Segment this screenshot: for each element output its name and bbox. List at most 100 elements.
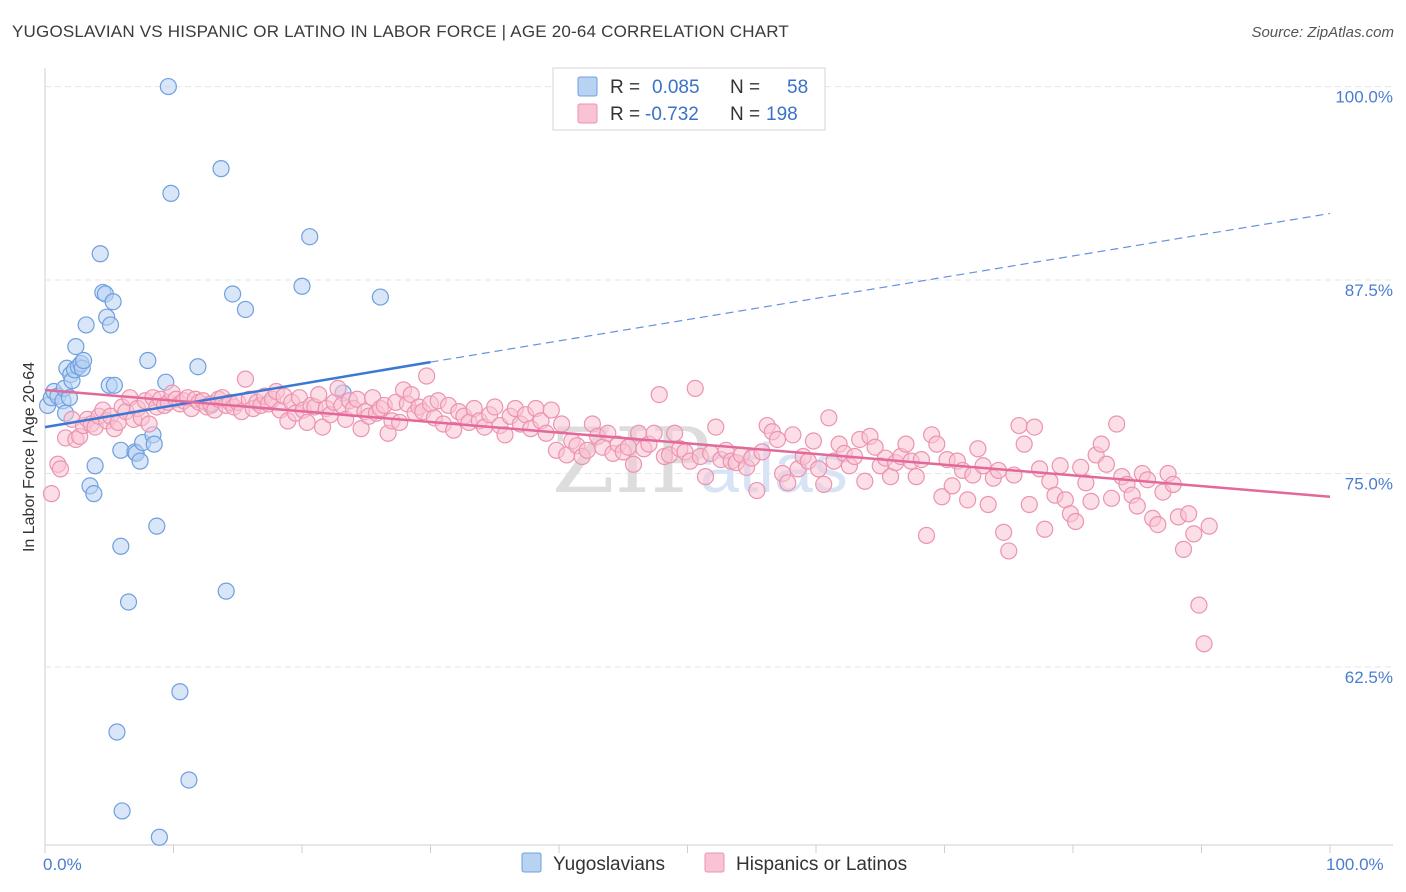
hispanics-point-79 xyxy=(352,420,370,438)
hispanics-point-248 xyxy=(1195,635,1213,653)
yugoslavians-point-27 xyxy=(104,293,122,311)
yugoslavians-point-16 xyxy=(74,351,93,370)
x-tick-label-max: 100.0% xyxy=(1326,855,1384,874)
yugoslavians-point-48 xyxy=(189,358,207,376)
legend-box xyxy=(552,67,826,131)
trend-line-yugoslavians xyxy=(44,360,431,429)
legend-r-label-hisp: R = xyxy=(610,104,640,125)
hispanics-point-215 xyxy=(1025,418,1044,436)
hispanics-point-197 xyxy=(933,488,951,506)
series-legend-label-hispanics: Hispanics or Latinos xyxy=(736,854,907,875)
hispanics-point-173 xyxy=(809,460,828,478)
yugoslavians-point-17 xyxy=(77,316,95,334)
hispanics-point-249 xyxy=(1200,517,1218,535)
x-tick-label-min: 0.0% xyxy=(43,855,82,874)
hispanics-point-214 xyxy=(1020,495,1038,514)
hispanics-point-165 xyxy=(768,430,787,449)
hispanics-point-49 xyxy=(236,370,255,388)
hispanics-point-162 xyxy=(753,443,771,461)
legend-swatch-hispanics xyxy=(577,103,598,124)
yugoslavians-point-28 xyxy=(105,376,123,394)
yugoslavians-point-33 xyxy=(119,593,138,611)
hispanics-point-123 xyxy=(552,415,571,433)
yugoslavians-point-46 xyxy=(171,683,189,701)
legend-r-value-yugo: 0.085 xyxy=(652,77,700,98)
hispanics-point-235 xyxy=(1128,497,1146,515)
hispanics-point-149 xyxy=(686,379,704,397)
legend-n-label-hisp: N = xyxy=(730,104,760,125)
hispanics-point-128 xyxy=(578,441,596,459)
hispanics-point-172 xyxy=(804,432,823,450)
yugoslavians-point-30 xyxy=(112,537,130,555)
hispanics-point-209 xyxy=(995,523,1013,541)
yugoslavians-point-55 xyxy=(301,228,319,246)
hispanics-point-213 xyxy=(1015,435,1033,453)
yugoslavians-point-26 xyxy=(101,316,120,334)
hispanics-point-224 xyxy=(1072,458,1090,476)
hispanics-point-196 xyxy=(928,435,946,453)
chart-source: Source: ZipAtlas.com xyxy=(1251,24,1394,41)
legend-swatch-yugoslavians xyxy=(577,76,598,97)
legend-n-label-yugo: N = xyxy=(730,77,760,98)
hispanics-point-69 xyxy=(313,418,332,436)
yugoslavians-point-8 xyxy=(60,389,79,407)
hispanics-point-220 xyxy=(1051,457,1069,475)
hispanics-point-92 xyxy=(402,385,420,404)
hispanics-point-230 xyxy=(1102,489,1121,507)
yugoslavians-point-20 xyxy=(86,457,104,475)
hispanics-point-168 xyxy=(784,426,802,444)
series-legend-swatch-hispanics xyxy=(704,852,725,873)
trend-line-hispanics xyxy=(44,388,1331,498)
hispanics-point-217 xyxy=(1036,520,1054,538)
yugoslavians-point-51 xyxy=(217,582,235,600)
hispanics-point-205 xyxy=(974,457,992,475)
y-tick-label-1: 87.5% xyxy=(1345,281,1393,300)
yugoslavians-point-44 xyxy=(159,77,177,96)
correlation-legend: R = 0.085 N = 58 R = -0.732 N = 198 xyxy=(552,67,826,131)
yugoslavians-point-53 xyxy=(236,300,255,319)
series-legend: Yugoslavians Hispanics or Latinos xyxy=(521,852,907,875)
hispanics-point-193 xyxy=(912,450,930,469)
hispanics-point-202 xyxy=(959,491,977,509)
hispanics-point-174 xyxy=(815,475,833,493)
hispanics-point-247 xyxy=(1190,596,1208,614)
hispanics-point-182 xyxy=(856,472,874,490)
hispanics-point-184 xyxy=(866,438,884,456)
hispanics-point-245 xyxy=(1180,505,1198,523)
hispanics-point-204 xyxy=(969,440,987,458)
yugoslavians-point-40 xyxy=(145,435,163,453)
hispanics-point-112 xyxy=(496,426,514,444)
hispanics-point-121 xyxy=(542,401,560,419)
y-tick-label-0: 100.0% xyxy=(1335,88,1393,107)
hispanics-point-192 xyxy=(907,468,925,486)
hispanics-point-190 xyxy=(897,435,915,453)
hispanics-point-65 xyxy=(298,413,316,432)
hispanics-point-244 xyxy=(1174,540,1193,558)
yugoslavians-point-42 xyxy=(150,828,168,846)
hispanics-point-228 xyxy=(1092,435,1110,453)
hispanics-point-194 xyxy=(917,526,936,545)
yugoslavians-point-21 xyxy=(91,245,109,263)
yugoslavians-point-41 xyxy=(148,517,166,535)
chart-title: YUGOSLAVIAN VS HISPANIC OR LATINO IN LAB… xyxy=(12,22,790,41)
series-legend-swatch-yugoslavians xyxy=(521,852,542,873)
trend-lines xyxy=(44,212,1331,498)
hispanics-point-199 xyxy=(943,477,961,495)
hispanics-point-237 xyxy=(1138,471,1157,489)
yugoslavians-point-19 xyxy=(85,485,103,503)
legend-n-value-yugo: 58 xyxy=(787,77,808,98)
yugoslavians-point-31 xyxy=(112,441,130,459)
y-axis-label: In Labor Force | Age 20-64 xyxy=(21,362,38,552)
hispanics-point-239 xyxy=(1149,516,1167,534)
hispanics-point-225 xyxy=(1077,474,1095,492)
hispanics-point-175 xyxy=(820,409,838,427)
hispanics-point-151 xyxy=(696,468,715,486)
hispanics-point-73 xyxy=(329,379,347,397)
y-tick-label-3: 62.5% xyxy=(1345,668,1393,687)
y-tick-labels: 100.0% 87.5% 75.0% 62.5% xyxy=(1335,88,1393,687)
hispanics-point-136 xyxy=(619,438,637,456)
hispanics-point-142 xyxy=(650,385,668,404)
yugoslavians-point-45 xyxy=(162,184,180,202)
hispanics-point-210 xyxy=(1000,542,1018,560)
hispanics-point-102 xyxy=(445,421,463,439)
